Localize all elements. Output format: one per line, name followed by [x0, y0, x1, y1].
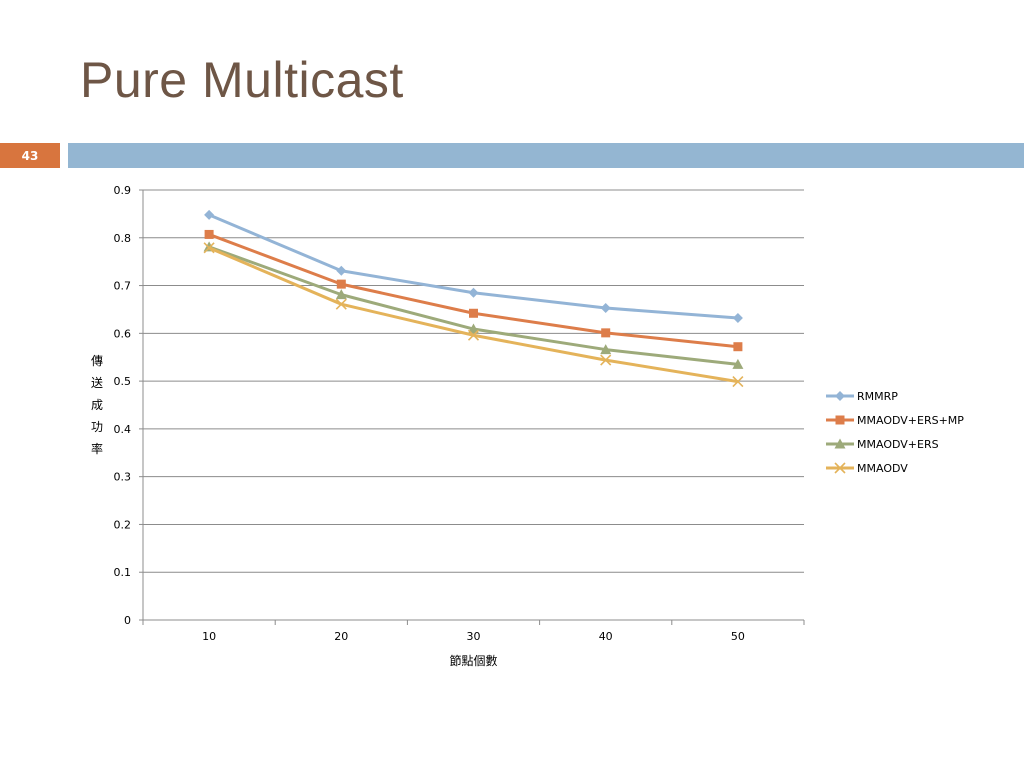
y-axis-label: 傳送成功率: [91, 354, 103, 456]
data-point-mmaodv-ers-mp: [601, 328, 611, 338]
y-tick-label: 0.3: [114, 471, 132, 484]
y-tick-label: 0.4: [114, 423, 132, 436]
data-point-mmaodv: [335, 298, 347, 310]
y-tick-label: 0.8: [114, 232, 132, 245]
data-point-mmaodv: [203, 242, 215, 254]
data-point-mmaodv-ers: [335, 289, 347, 300]
y-tick-label: 0.5: [114, 375, 132, 388]
data-point-mmaodv-ers: [732, 358, 744, 369]
data-point-rmmrp: [732, 313, 743, 324]
data-point-rmmrp: [468, 287, 479, 298]
data-point-rmmrp: [204, 209, 215, 220]
legend-marker-mmaodv-ers-mp: [835, 415, 845, 425]
legend-label-mmaodv: MMAODV: [857, 462, 908, 475]
data-point-mmaodv: [732, 376, 744, 388]
header-bar: [68, 143, 1024, 168]
legend-label-mmaodv-ers-mp: MMAODV+ERS+MP: [857, 414, 964, 427]
data-point-mmaodv-ers: [600, 344, 612, 355]
x-tick-label: 30: [467, 630, 481, 643]
legend-marker-rmmrp: [835, 391, 845, 401]
data-point-rmmrp: [336, 265, 347, 276]
data-point-mmaodv-ers-mp: [204, 229, 214, 239]
y-tick-label: 0.2: [114, 518, 132, 531]
slide-number: 43: [21, 148, 39, 163]
y-tick-label: 0.1: [114, 566, 132, 579]
legend-label-mmaodv-ers: MMAODV+ERS: [857, 438, 939, 451]
x-tick-label: 40: [599, 630, 613, 643]
y-tick-label: 0: [124, 614, 131, 627]
data-point-mmaodv: [467, 329, 480, 341]
x-tick-label: 10: [202, 630, 216, 643]
data-point-mmaodv-ers-mp: [336, 279, 346, 289]
y-tick-label: 0.9: [114, 184, 132, 197]
legend-marker-mmaodv-ers: [834, 438, 846, 449]
x-axis-label: 節點個數: [449, 653, 497, 668]
slide-number-badge: 43: [0, 143, 60, 168]
x-tick-label: 50: [731, 630, 745, 643]
y-tick-label: 0.7: [114, 280, 132, 293]
slide-title: Pure Multicast: [80, 52, 404, 108]
legend-marker-mmaodv: [834, 462, 846, 474]
legend-label-rmmrp: RMMRP: [857, 390, 898, 403]
data-point-mmaodv-ers: [468, 323, 479, 334]
data-point-mmaodv-ers-mp: [469, 308, 478, 318]
data-point-rmmrp: [600, 303, 611, 314]
data-point-mmaodv-ers-mp: [733, 342, 743, 352]
x-tick-label: 20: [334, 630, 348, 643]
y-tick-label: 0.6: [114, 327, 132, 340]
data-point-mmaodv: [600, 354, 612, 366]
series-line-rmmrp: [208, 213, 739, 320]
